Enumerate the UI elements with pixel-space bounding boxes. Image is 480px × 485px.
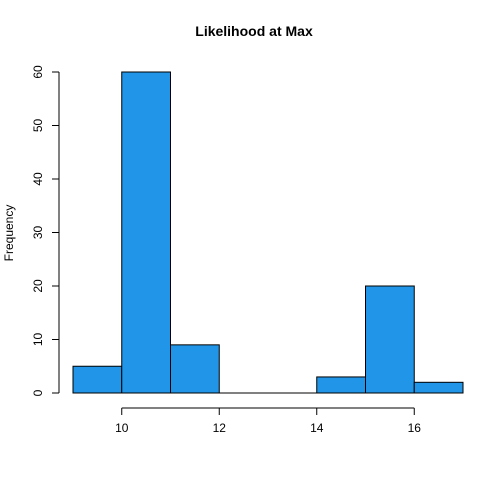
histogram-bar-5 — [316, 376, 366, 394]
bars-group — [72, 71, 464, 394]
histogram-bar-2 — [170, 344, 220, 394]
y-axis: 0 10 20 30 40 50 60 — [31, 65, 60, 396]
histogram-bar-7 — [413, 381, 464, 394]
y-tick-label-60: 60 — [31, 65, 45, 79]
y-tick-label-30: 30 — [31, 226, 45, 240]
x-tick-label-12: 12 — [213, 421, 227, 435]
y-tick-label-20: 20 — [31, 279, 45, 293]
histogram-bar-1 — [121, 71, 171, 394]
x-tick-label-14: 14 — [310, 421, 324, 435]
y-tick-label-10: 10 — [31, 333, 45, 347]
y-tick-label-0: 0 — [31, 389, 45, 396]
y-tick-label-40: 40 — [31, 172, 45, 186]
x-tick-label-16: 16 — [408, 421, 422, 435]
y-tick-label-50: 50 — [31, 119, 45, 133]
y-axis-label: Frequency — [2, 205, 16, 262]
histogram-bar-0 — [72, 365, 123, 394]
chart-title: Likelihood at Max — [195, 23, 313, 39]
x-axis: 10 12 14 16 — [115, 407, 422, 435]
histogram-bar-6 — [365, 285, 415, 394]
x-tick-label-10: 10 — [115, 421, 129, 435]
